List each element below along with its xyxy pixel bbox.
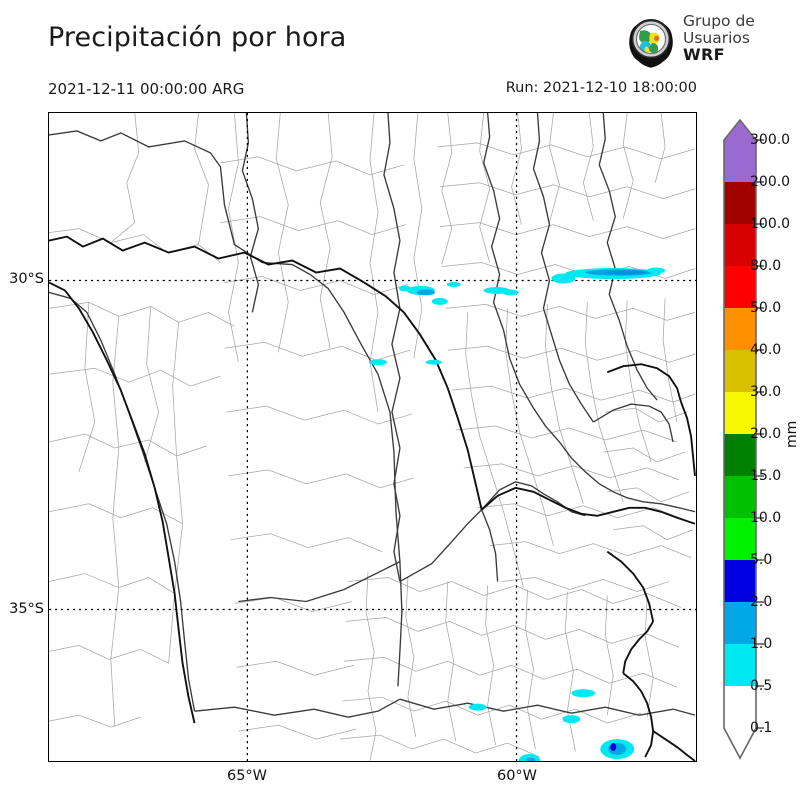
colorbar-extend-max: [724, 120, 756, 140]
colorbar-tick-05: 0.5: [750, 678, 773, 694]
colorbar-tick-5: 5.0: [750, 552, 773, 568]
colorbar-tick-100: 100.0: [750, 216, 791, 232]
logo-line-3: WRF: [683, 45, 725, 65]
valid-time-label: 2021-12-11 00:00:00 ARG: [48, 80, 245, 98]
lat-label-35s: 35°S: [9, 601, 44, 617]
brand-logo-text: Grupo de Usuarios WRF: [683, 13, 755, 64]
colorbar-unit-label: mm: [784, 420, 800, 448]
run-time-label: Run: 2021-12-10 18:00:00: [505, 80, 697, 96]
colorbar-tick-2: 2.0: [750, 594, 773, 610]
colorbar[interactable]: 300.0 200.0 100.0 80.0 50.0 40.0 30.0 20…: [706, 118, 800, 778]
graticule: [49, 113, 696, 761]
lon-label-60w: 60°W: [496, 768, 538, 784]
colorbar-tick-15: 15.0: [750, 468, 782, 484]
lat-label-30s: 30°S: [9, 271, 44, 287]
department-boundaries: [49, 113, 696, 761]
colorbar-tick-40: 40.0: [750, 342, 782, 358]
globe-emblem-icon: [629, 19, 673, 68]
lon-label-65w: 65°W: [226, 768, 268, 784]
colorbar-tick-20: 20.0: [750, 426, 782, 442]
logo-line-1: Grupo de: [683, 12, 755, 30]
colorbar-tick-01: 0.1: [750, 720, 773, 736]
province-boundaries: [49, 113, 696, 718]
colorbar-segments: [724, 140, 756, 728]
colorbar-tick-10: 10.0: [750, 510, 782, 526]
colorbar-tick-1: 1.0: [750, 636, 773, 652]
colorbar-tick-80: 80.0: [750, 258, 782, 274]
colorbar-tick-300: 300.0: [750, 132, 791, 148]
colorbar-tick-200: 200.0: [750, 174, 791, 190]
colorbar-canvas: [723, 118, 764, 760]
colorbar-ticks: [756, 139, 764, 729]
brand-logo: Grupo de Usuarios WRF: [623, 12, 788, 70]
page-title: Precipitación por hora: [48, 22, 347, 53]
national-border: [49, 235, 696, 761]
map-canvas: [49, 113, 696, 761]
colorbar-tick-30: 30.0: [750, 384, 782, 400]
precipitation-map[interactable]: [48, 112, 697, 762]
colorbar-tick-50: 50.0: [750, 300, 782, 316]
precipitation-field: [369, 267, 666, 761]
logo-line-2: Usuarios: [683, 28, 750, 47]
